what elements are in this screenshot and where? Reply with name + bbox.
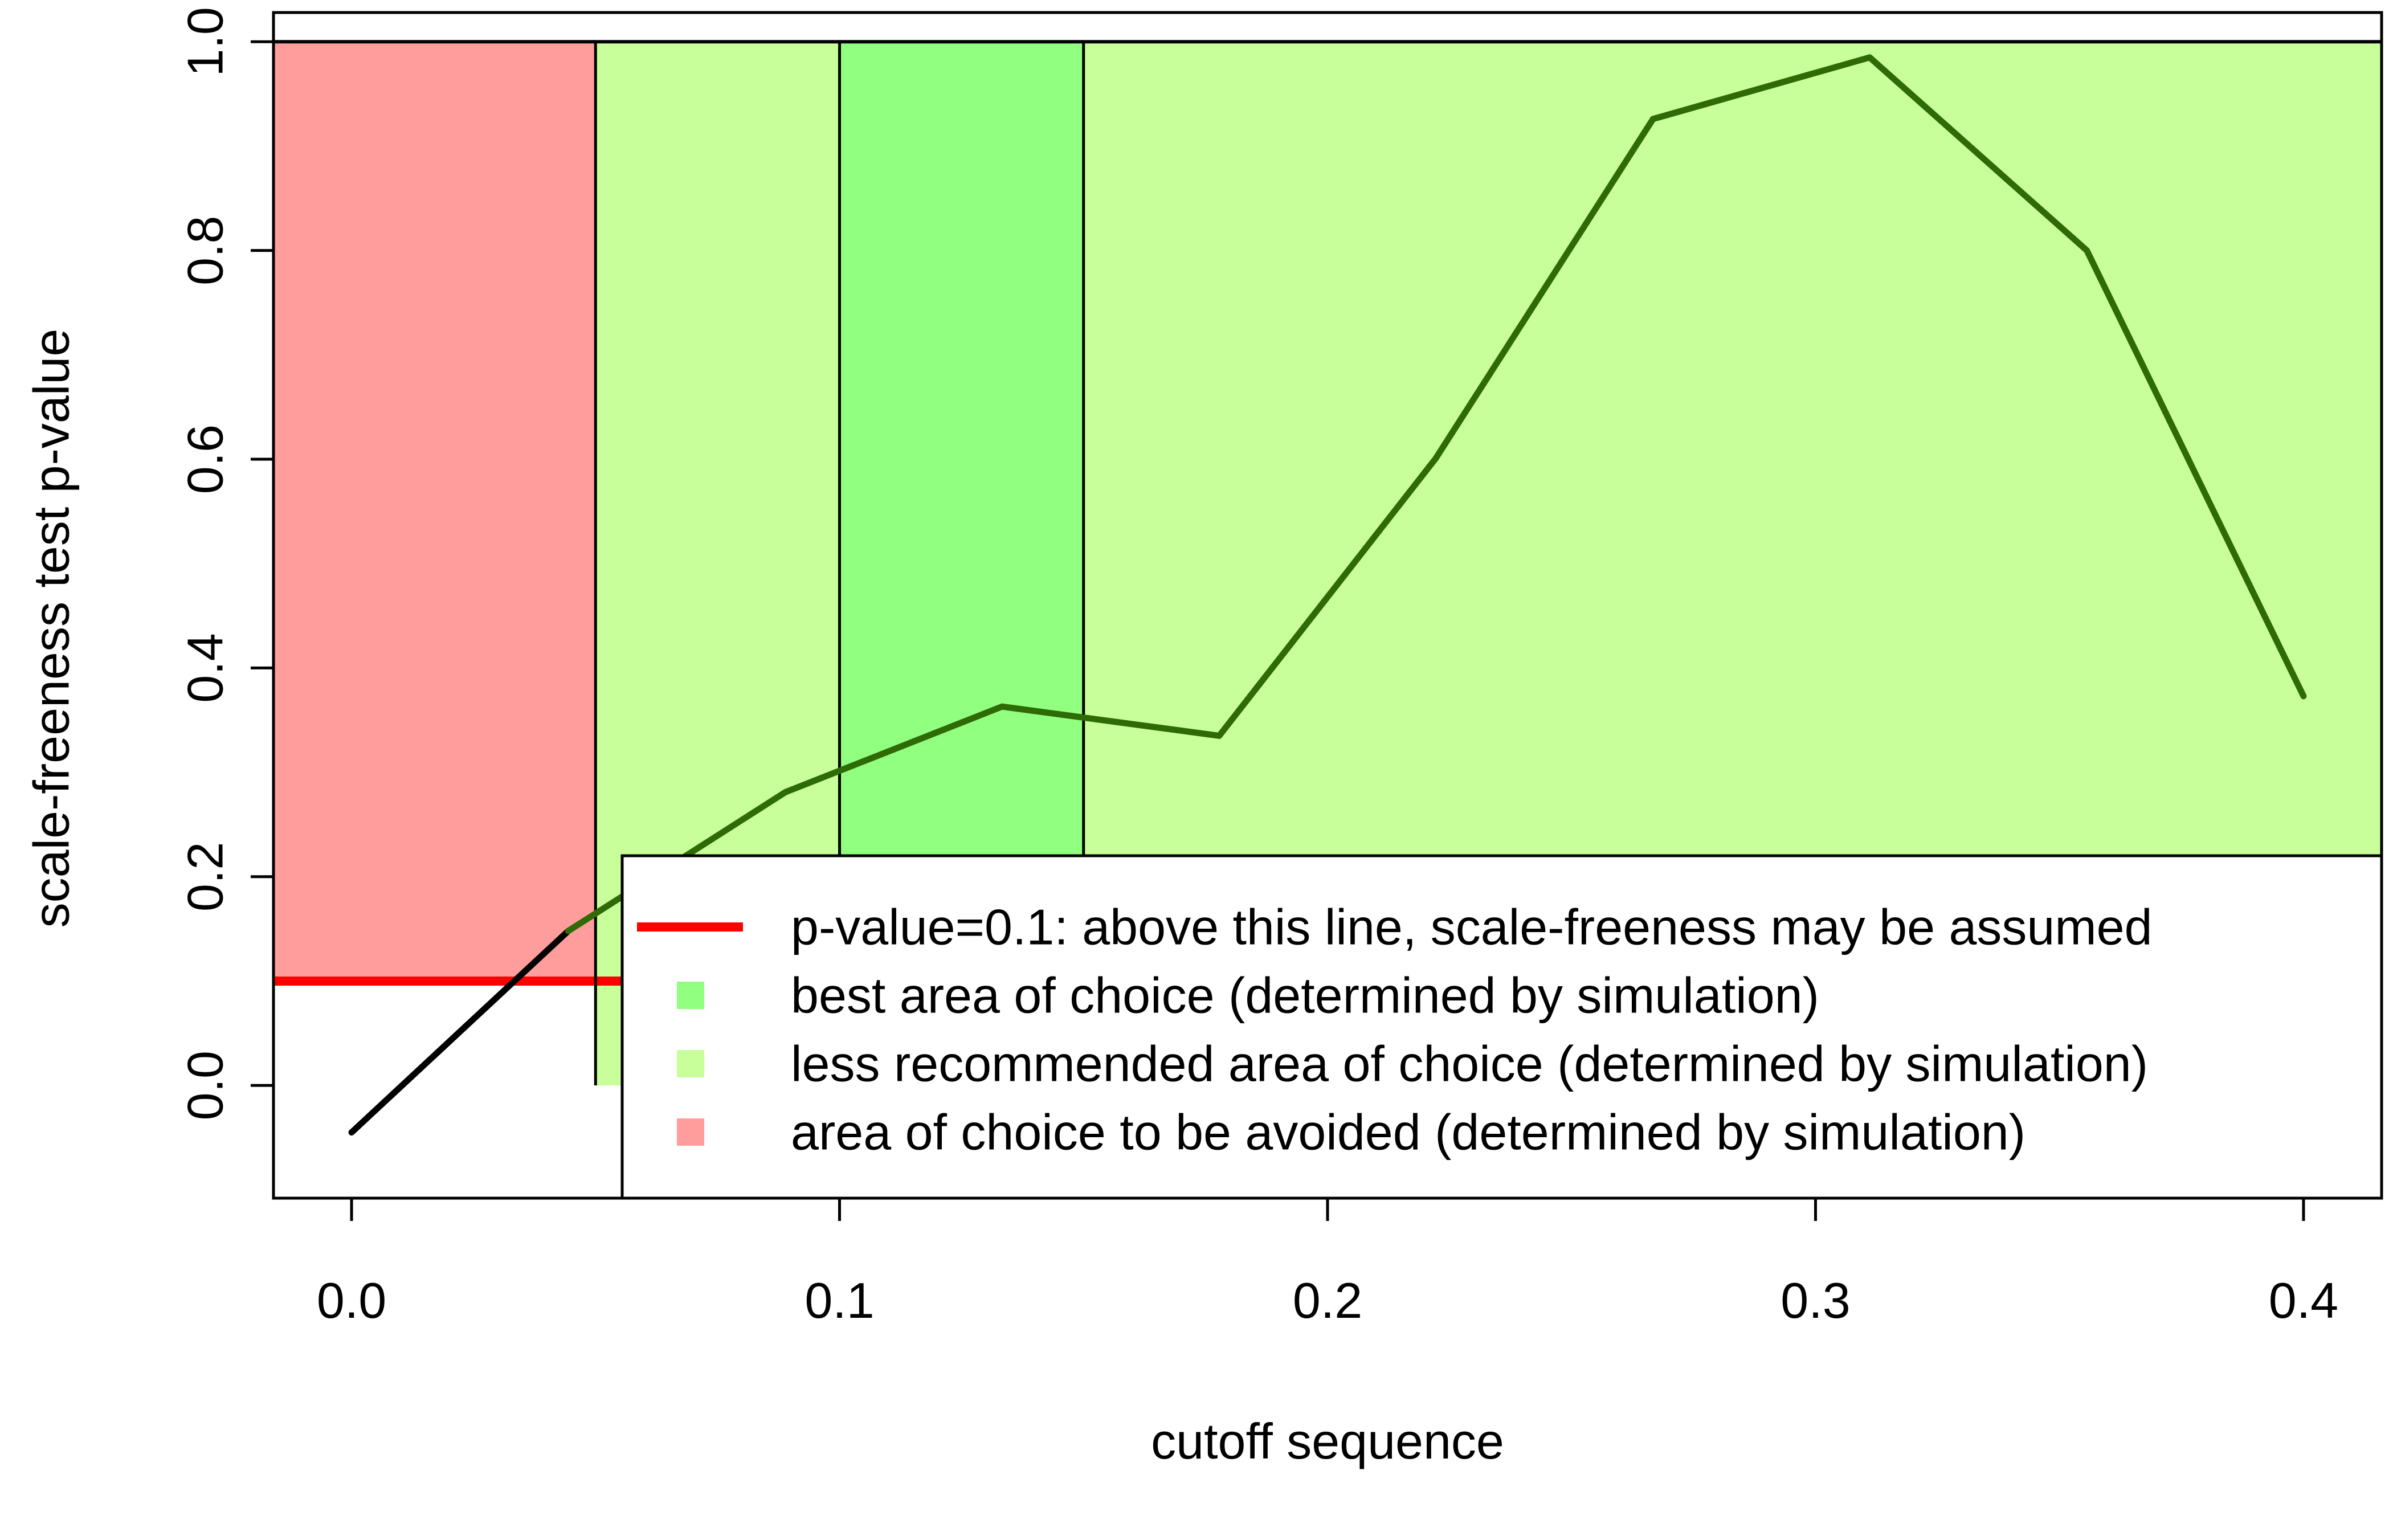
legend-square-swatch — [677, 1050, 704, 1077]
legend-box — [620, 854, 2383, 1200]
x-tick-label: 0.0 — [317, 1272, 386, 1329]
region-0 — [273, 42, 596, 981]
legend-label: area of choice to be avoided (determined… — [791, 1104, 2026, 1161]
legend-square-swatch — [677, 1118, 704, 1146]
series-0-segment-start — [348, 928, 571, 1136]
x-tick-label: 0.2 — [1293, 1272, 1362, 1329]
y-tick-label: 0.0 — [177, 1051, 234, 1120]
y-tick-label: 0.4 — [177, 633, 234, 702]
x-tick-label: 0.3 — [1781, 1272, 1850, 1329]
x-axis-label: cutoff sequence — [1151, 1413, 1504, 1469]
series-0-line — [565, 54, 2307, 934]
y-axis-label: scale-freeness test p-value — [23, 329, 80, 928]
y-tick-label: 0.6 — [177, 424, 234, 494]
x-tick-label: 0.1 — [805, 1272, 874, 1329]
legend-label: best area of choice (determined by simul… — [791, 967, 1819, 1024]
y-tick-label: 1.0 — [177, 7, 234, 76]
y-tick-label: 0.8 — [177, 215, 234, 285]
legend-label: less recommended area of choice (determi… — [791, 1036, 2148, 1092]
legend: p-value=0.1: above this line, scale-free… — [620, 854, 2383, 1200]
p-value-series — [348, 54, 2307, 1136]
legend-square-swatch — [677, 982, 704, 1009]
x-tick-label: 0.4 — [2269, 1272, 2338, 1329]
legend-label: p-value=0.1: above this line, scale-free… — [791, 899, 2153, 955]
y-tick-label: 0.2 — [177, 842, 234, 912]
